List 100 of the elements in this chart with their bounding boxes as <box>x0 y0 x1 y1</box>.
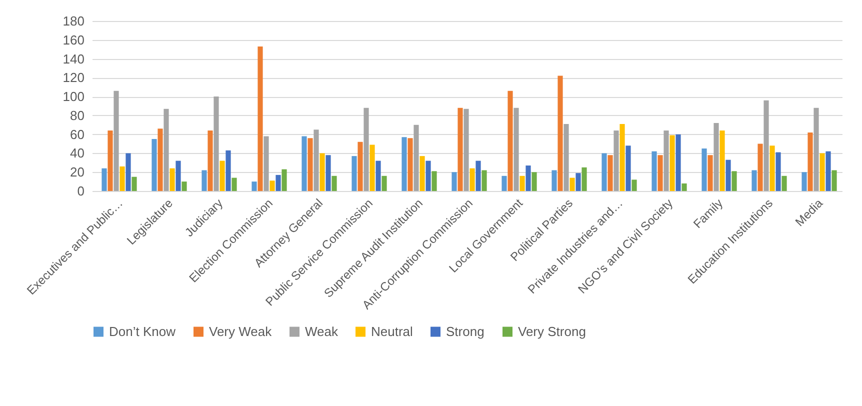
bar <box>132 176 137 191</box>
bar <box>226 150 231 191</box>
bar <box>402 137 407 191</box>
bar <box>252 182 257 191</box>
bar <box>358 142 363 191</box>
bar <box>670 135 675 191</box>
bar <box>352 156 357 191</box>
bar <box>502 176 507 191</box>
bar <box>270 180 275 191</box>
bar <box>432 171 437 191</box>
bar <box>182 182 187 191</box>
bar <box>814 108 819 191</box>
legend-label: Weak <box>305 324 338 339</box>
bar <box>626 146 631 191</box>
legend-label: Don’t Know <box>109 324 176 339</box>
bar <box>558 76 563 191</box>
bar <box>564 124 569 191</box>
bar <box>720 130 725 191</box>
bar <box>514 108 519 191</box>
bar <box>802 172 807 191</box>
bar <box>120 166 125 191</box>
bar <box>326 155 331 191</box>
bar <box>482 170 487 191</box>
bar <box>126 153 131 191</box>
bar <box>602 153 607 191</box>
bar <box>420 156 425 191</box>
bar <box>276 174 281 191</box>
legend-label: Strong <box>446 324 484 339</box>
bar <box>332 176 337 191</box>
bar <box>782 176 787 191</box>
bar <box>370 144 375 191</box>
bar <box>808 132 813 191</box>
bar <box>758 144 763 191</box>
bar <box>708 155 713 191</box>
bar <box>232 178 237 191</box>
bar <box>170 168 175 191</box>
bar <box>570 178 575 191</box>
bar <box>664 130 669 191</box>
bar <box>520 176 525 191</box>
bar <box>832 170 837 191</box>
bar <box>414 124 419 191</box>
bar <box>726 160 731 191</box>
bar <box>776 152 781 191</box>
y-tick-label: 120 <box>62 70 84 86</box>
bar <box>408 138 413 191</box>
bar <box>108 130 113 191</box>
bar <box>582 167 587 191</box>
legend-label: Very Weak <box>209 324 272 339</box>
bar <box>652 151 657 191</box>
bar <box>508 90 513 191</box>
bar <box>176 160 181 191</box>
bar <box>614 130 619 191</box>
bar <box>102 168 107 191</box>
y-tick-label: 40 <box>70 146 84 161</box>
bar <box>820 153 825 191</box>
bar <box>264 136 269 191</box>
bar <box>426 160 431 191</box>
bar <box>458 108 463 191</box>
bar <box>214 96 219 191</box>
y-tick-label: 180 <box>62 14 84 28</box>
y-tick-label: 80 <box>70 108 84 123</box>
bar <box>476 160 481 191</box>
y-tick-label: 160 <box>62 32 84 48</box>
bar <box>320 153 325 191</box>
y-tick-label: 140 <box>62 51 84 66</box>
bar <box>676 134 681 191</box>
bar <box>314 130 319 191</box>
bar <box>764 100 769 191</box>
bar <box>732 171 737 191</box>
bar <box>526 166 531 191</box>
bar <box>364 108 369 191</box>
bar <box>576 173 581 191</box>
bar <box>376 160 381 191</box>
bar <box>452 172 457 191</box>
bar <box>164 108 169 191</box>
bar <box>714 123 719 191</box>
bar <box>608 155 613 191</box>
legend-label: Neutral <box>371 324 414 339</box>
y-tick-label: 0 <box>77 184 84 198</box>
bar <box>770 146 775 191</box>
legend-label: Very Strong <box>518 324 586 339</box>
bar <box>552 170 557 191</box>
bar <box>470 168 475 191</box>
bar <box>152 139 157 191</box>
bar <box>258 46 263 191</box>
bar <box>752 170 757 191</box>
bar <box>620 124 625 191</box>
y-tick-label: 20 <box>70 164 84 180</box>
bar <box>382 176 387 191</box>
bar <box>682 183 687 191</box>
bar <box>202 170 207 191</box>
bar <box>632 180 637 191</box>
bar <box>220 160 225 191</box>
y-tick-label: 60 <box>70 126 84 142</box>
bar <box>158 128 163 191</box>
bar <box>208 130 213 191</box>
bar <box>308 138 313 191</box>
bar <box>282 169 287 191</box>
bar <box>532 172 537 191</box>
bar <box>464 108 469 191</box>
